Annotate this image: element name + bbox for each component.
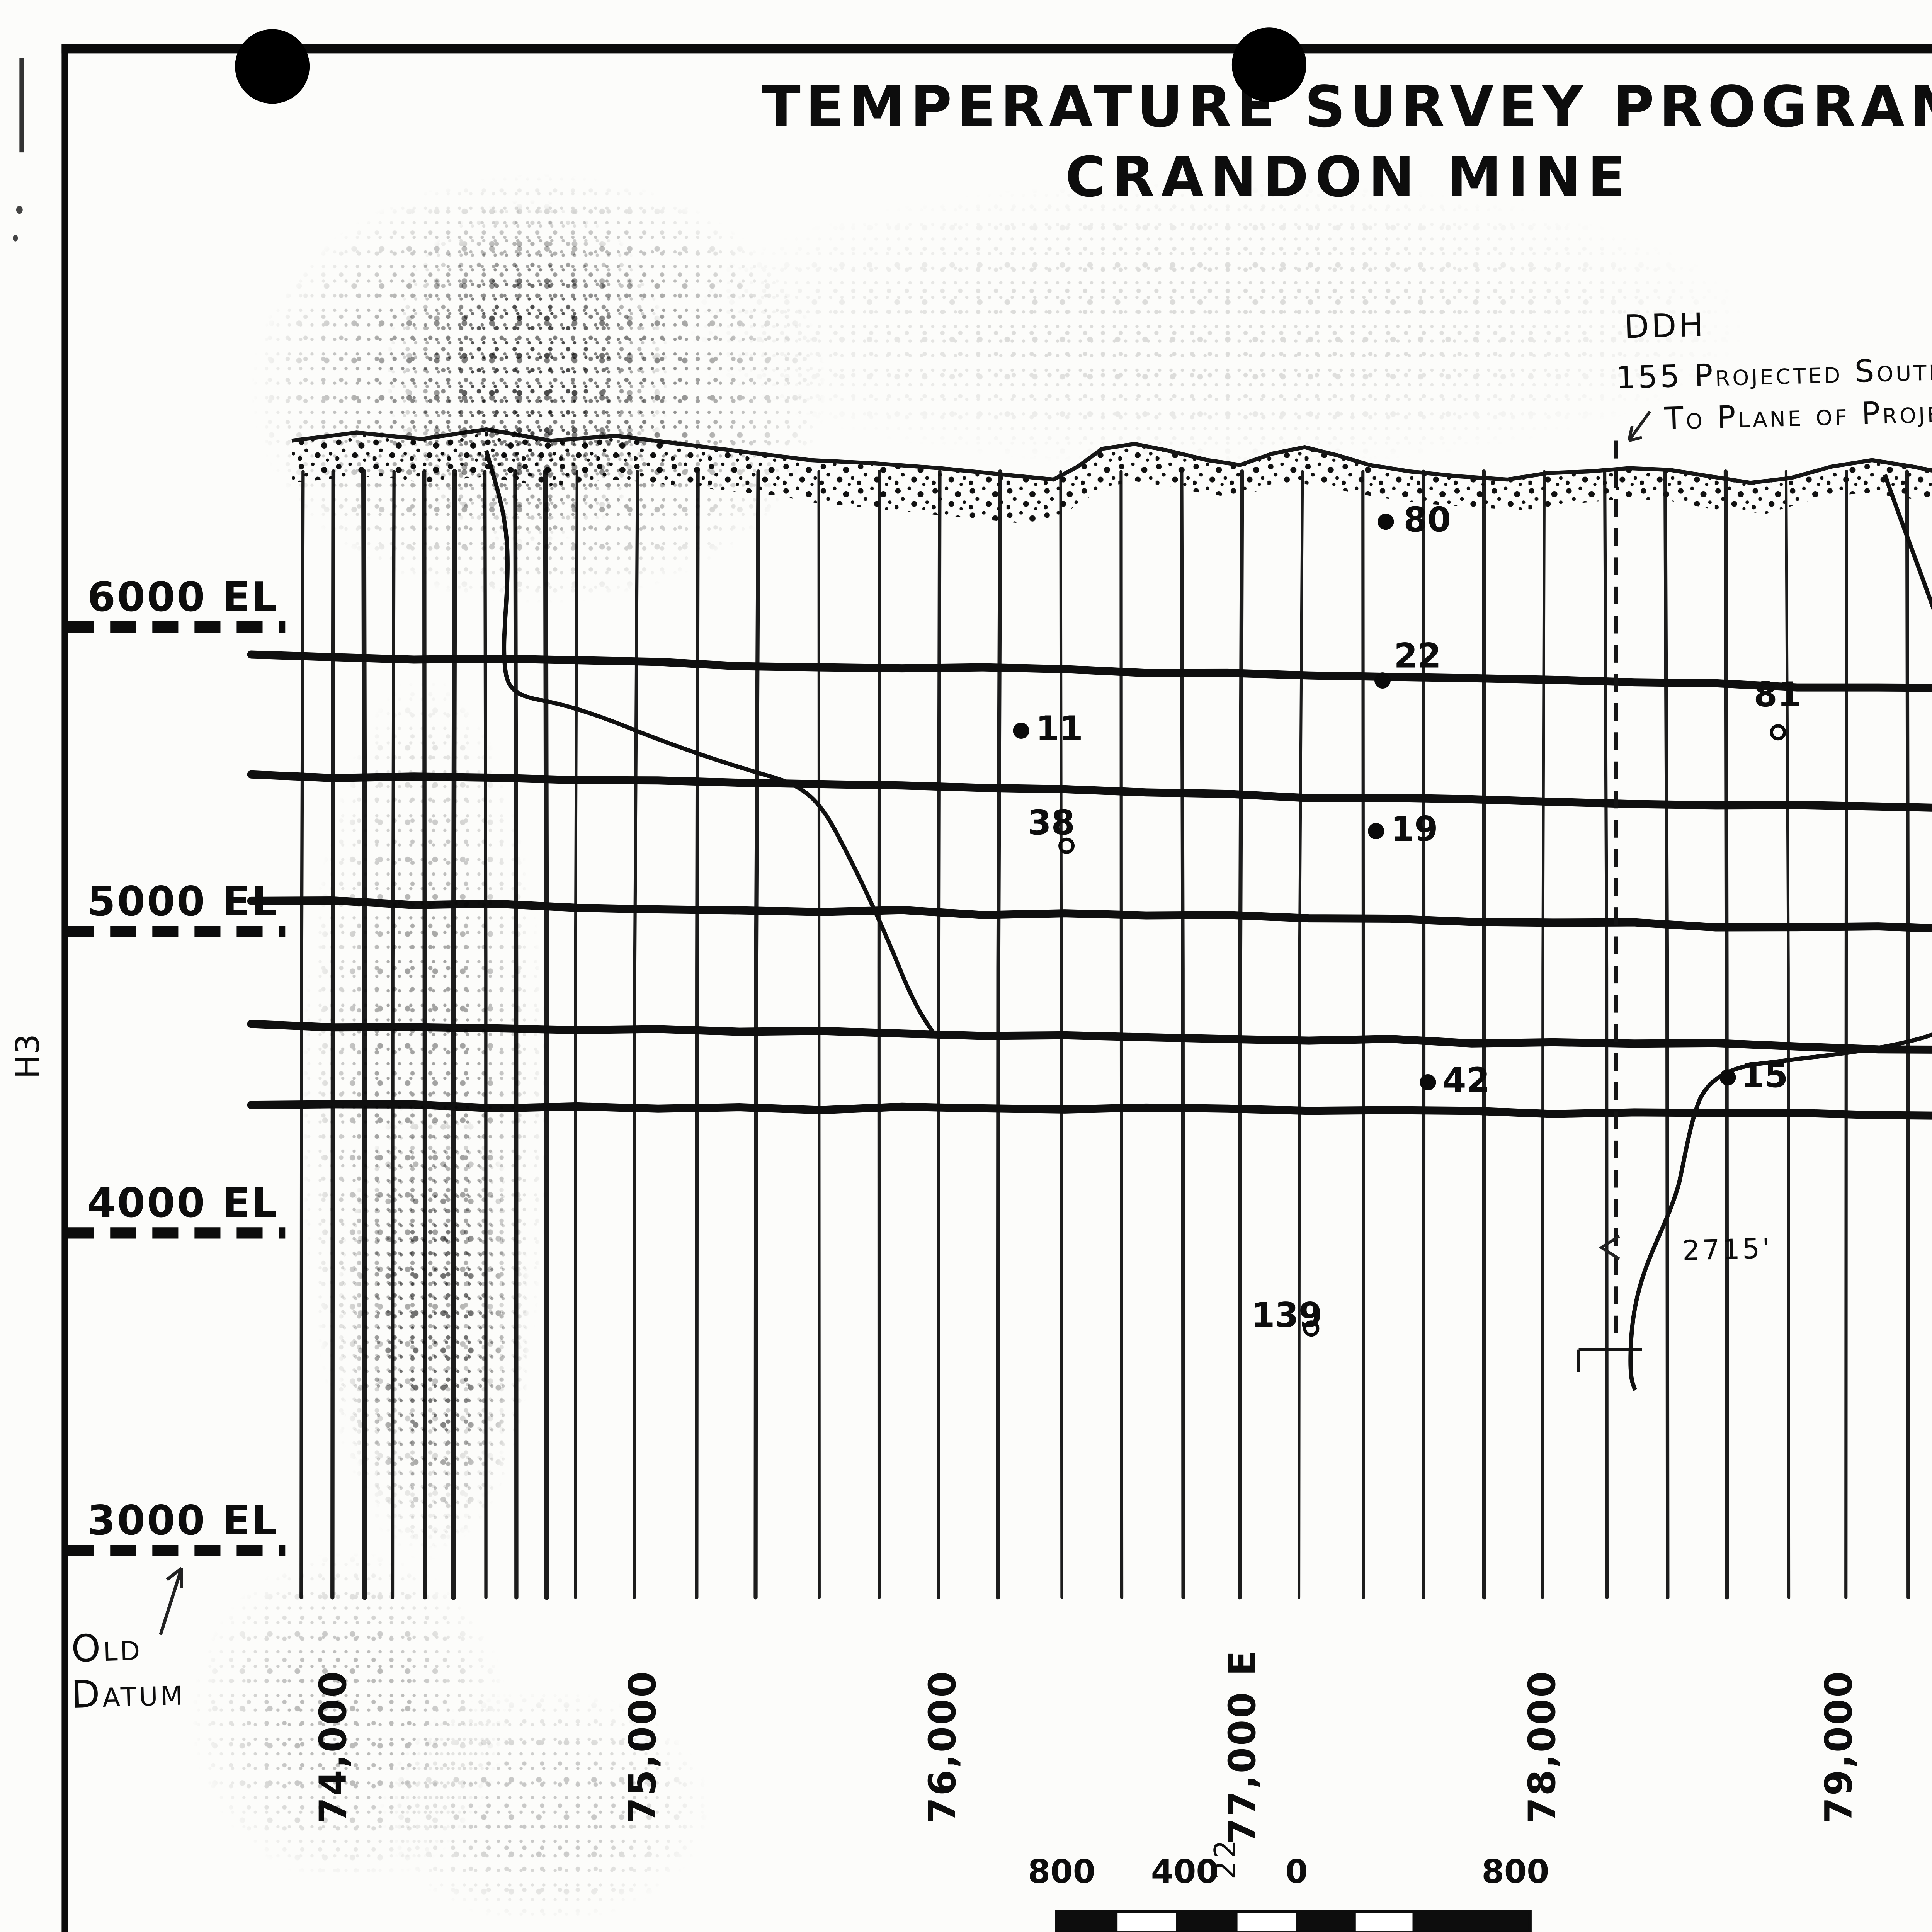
old-datum-label-line2: Datum <box>71 1672 186 1718</box>
grid-line <box>1481 469 1487 1600</box>
easting-label: 75,000 <box>623 1670 665 1823</box>
scale-bar-segment <box>1412 1911 1531 1932</box>
grid-line <box>817 470 821 1599</box>
mine-level-lines <box>247 650 1932 1120</box>
level-line <box>247 1100 1932 1120</box>
grid-line <box>694 469 700 1599</box>
survey-point-dot <box>1719 1069 1736 1086</box>
scale-tick-label: 0 <box>1285 1852 1308 1891</box>
grid-line <box>543 469 549 1600</box>
ddh-note-arrow <box>1627 410 1651 442</box>
grid-line <box>1723 469 1730 1600</box>
grid-line <box>299 469 305 1599</box>
degree-ring <box>1770 724 1786 741</box>
temperature-value: 80 <box>1403 500 1451 540</box>
degree-ring <box>1058 837 1075 854</box>
easting-label: 76,000 <box>923 1670 965 1823</box>
grid-line <box>1421 469 1426 1599</box>
scale-bar <box>1055 1910 1532 1932</box>
grid-line <box>330 469 336 1600</box>
survey-point-dot <box>1368 823 1384 839</box>
temperature-value: 15 <box>1741 1056 1788 1095</box>
temperature-value: 19 <box>1390 810 1438 849</box>
ddh-note-line3: To Plane of Projection. <box>1664 392 1932 438</box>
grid-line <box>753 469 760 1600</box>
survey-point-dot <box>1013 723 1029 739</box>
drawing-title-line1: TEMPERATURE SURVEY PROGRAM <box>762 76 1932 141</box>
grid-line <box>1297 470 1304 1599</box>
old-datum-arrow <box>159 1567 183 1636</box>
scale-tick-label: 800 <box>1027 1852 1096 1891</box>
punch-hole-dot <box>1231 27 1306 102</box>
grid-line <box>1784 470 1791 1599</box>
level-line <box>247 650 1932 692</box>
drill-trace-right <box>1628 474 1932 1391</box>
temperature-value: 139 <box>1251 1296 1323 1335</box>
temperature-value: 38 <box>1027 803 1075 843</box>
scale-tick-label: 800 <box>1481 1852 1549 1891</box>
scale-tick-label: 400 <box>1151 1852 1219 1891</box>
survey-point-dot <box>1374 672 1391 689</box>
scan-speck <box>16 206 23 214</box>
grid-line <box>1603 470 1609 1599</box>
scale-bar-outline <box>1055 1910 1532 1932</box>
scan-speck <box>13 235 18 242</box>
page-edge-label: H3 <box>8 1034 47 1079</box>
easting-label: 77,000 E <box>1223 1649 1265 1844</box>
easting-label: 74,000 <box>313 1670 356 1823</box>
grid-line <box>1541 470 1546 1599</box>
left-border-line <box>61 44 68 1932</box>
scan-edge-artifact <box>19 58 24 153</box>
top-border-line <box>61 44 1932 54</box>
grid-line <box>1844 470 1849 1599</box>
ddh-note-line2: 155 Projected South <box>1615 352 1932 396</box>
grid-line <box>574 470 578 1599</box>
old-datum-label-line1: Old <box>71 1627 143 1672</box>
grid-line <box>633 470 639 1599</box>
temperature-value: 42 <box>1442 1061 1490 1100</box>
punch-hole-dot <box>235 29 310 104</box>
easting-label: 78,000 <box>1522 1670 1565 1823</box>
depth-pointer-chevron <box>1599 1235 1620 1260</box>
degree-ring <box>1303 1320 1320 1337</box>
elevation-label: 3000 EL <box>87 1497 279 1544</box>
temperature-value: 22 <box>1394 636 1441 676</box>
level-line <box>247 1020 1932 1054</box>
depth-annotation: 2715' <box>1682 1233 1773 1268</box>
level-line <box>247 770 1932 812</box>
elevation-label: 5000 EL <box>87 878 279 925</box>
easting-label: 79,000 <box>1819 1670 1861 1823</box>
grid-line <box>1663 469 1670 1599</box>
survey-point-dot <box>1378 514 1394 530</box>
temperature-value: 11 <box>1036 709 1083 749</box>
temperature-value: 81 <box>1753 675 1801 715</box>
grid-line <box>1905 469 1911 1599</box>
elevation-label: 4000 EL <box>87 1179 279 1227</box>
ddh-note-line1: DDH <box>1623 305 1706 346</box>
survey-points-layer <box>1013 514 1786 1337</box>
survey-point-dot <box>1420 1074 1436 1090</box>
drawing-title-line2: CRANDON MINE <box>1065 146 1632 211</box>
level-line <box>247 896 1932 933</box>
elevation-label: 6000 EL <box>87 573 279 621</box>
